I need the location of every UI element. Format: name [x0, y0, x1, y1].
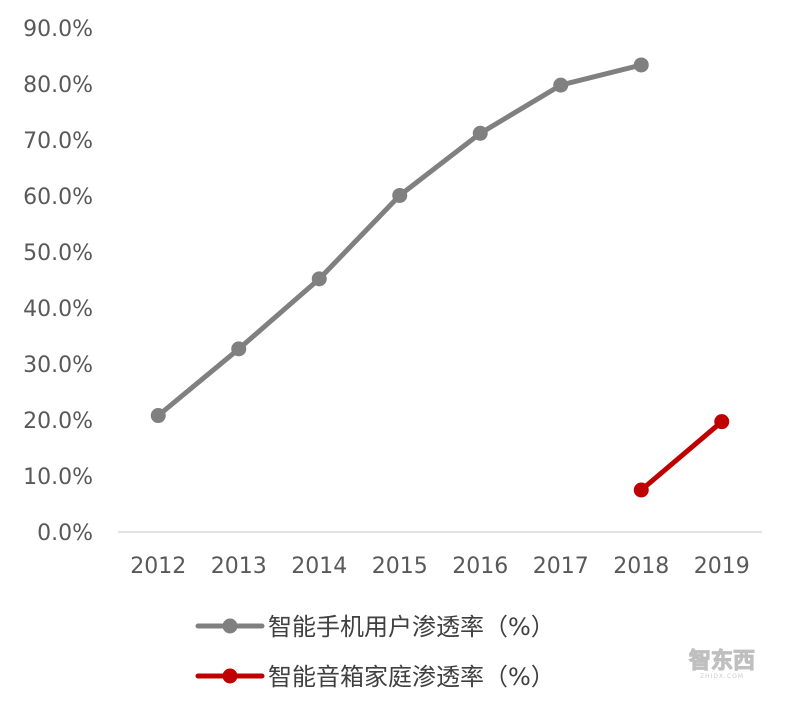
data-point-series-1	[311, 271, 327, 287]
x-tick-label: 2013	[211, 554, 267, 579]
x-tick-label: 2012	[130, 554, 186, 579]
x-tick-label: 2014	[291, 554, 347, 579]
x-tick-label: 2019	[694, 554, 750, 579]
data-point-series-2	[714, 414, 730, 430]
data-point-series-1	[150, 408, 166, 424]
x-tick-label: 2016	[452, 554, 508, 579]
x-tick-label: 2018	[613, 554, 669, 579]
y-tick-label: 10.0%	[23, 465, 93, 490]
y-tick-label: 80.0%	[23, 73, 93, 98]
watermark-logo: 智东西 ZHIDX.COM	[688, 648, 755, 681]
legend: 智能手机用户渗透率（%） 智能音箱家庭渗透率（%）	[195, 613, 555, 691]
series-line-1	[155, 62, 644, 418]
x-axis-ticks: 2012 2013 2014 2015 2016 2017 2018 2019	[130, 554, 750, 579]
y-tick-label: 30.0%	[23, 353, 93, 378]
y-tick-label: 70.0%	[23, 129, 93, 154]
y-axis-ticks: 0.0% 10.0% 20.0% 30.0% 40.0% 50.0% 60.0% 70.0% 8…	[23, 17, 93, 546]
x-tick-label: 2015	[372, 554, 428, 579]
watermark-text: 智东西	[689, 648, 755, 674]
data-point-series-2	[633, 482, 649, 498]
data-point-series-1	[472, 125, 488, 141]
y-tick-label: 0.0%	[37, 521, 93, 546]
data-point-series-1	[553, 77, 569, 93]
y-tick-label: 20.0%	[23, 409, 93, 434]
data-point-series-1	[392, 187, 408, 203]
series-lines	[150, 57, 730, 498]
watermark-subtext: ZHIDX.COM	[700, 673, 744, 680]
legend-label-1: 智能手机用户渗透率（%）	[268, 613, 555, 641]
y-tick-label: 40.0%	[23, 297, 93, 322]
legend-label-2: 智能音箱家庭渗透率（%）	[268, 663, 555, 691]
legend-swatch-marker-1	[222, 618, 238, 634]
legend-swatch-marker-2	[222, 668, 238, 684]
y-tick-label: 50.0%	[23, 241, 93, 266]
series-line-2	[638, 419, 725, 493]
y-tick-label: 90.0%	[23, 17, 93, 42]
y-tick-label: 60.0%	[23, 185, 93, 210]
x-tick-label: 2017	[533, 554, 589, 579]
data-point-series-1	[231, 341, 247, 357]
data-point-series-1	[633, 57, 649, 73]
